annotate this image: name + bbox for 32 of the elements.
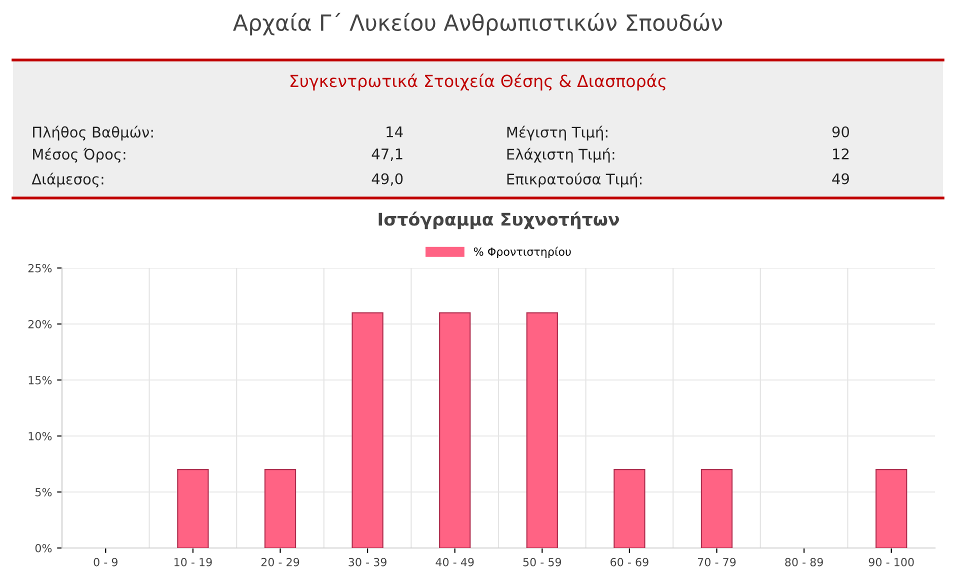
text: 47,1	[372, 148, 402, 161]
x-tick-label: 80 - 89	[785, 558, 823, 566]
y-tick-label: 15%	[28, 376, 52, 384]
text: 14	[386, 126, 403, 138]
x-tick-label: 10 - 19	[174, 558, 212, 566]
text: Μέγιστη Τιμή:	[507, 126, 608, 140]
text: Επικρατούσα Τιμή:	[507, 172, 642, 188]
y-tick-label: 0%	[35, 544, 52, 552]
text: Συγκεντρωτικά Στοιχεία Θέσης & Διασποράς	[290, 74, 666, 90]
y-tick-label: 10%	[28, 432, 52, 440]
text: Πλήθος Βαθμών:	[33, 126, 153, 141]
x-tick-label: 30 - 39	[348, 558, 386, 566]
x-tick-label: 50 - 59	[523, 558, 562, 566]
chart-title: Ιστόγραμμα Συχνοτήτων	[378, 212, 620, 230]
text: Μέσος Όρος:	[33, 148, 126, 163]
y-tick-label: 25%	[28, 264, 52, 272]
x-tick-label: 90 - 100	[868, 558, 914, 566]
x-tick-label: 0 - 9	[94, 558, 118, 566]
x-tick-label: 60 - 69	[610, 558, 648, 566]
text: 90	[832, 126, 850, 138]
text: Αρχαία Γ΄ Λυκείου Ανθρωπιστικών Σπουδών	[233, 12, 722, 36]
legend-label: % Φροντιστηρίου	[474, 246, 571, 258]
x-tick-label: 70 - 79	[698, 558, 736, 566]
text: Διάμεσος:	[32, 172, 104, 188]
text: 12	[833, 148, 849, 160]
text: 49,0	[372, 173, 403, 186]
y-tick-label: 20%	[28, 320, 52, 328]
text: Ελάχιστη Τιμή:	[507, 148, 614, 163]
y-tick-label: 5%	[36, 488, 52, 496]
x-tick-label: 20 - 29	[261, 558, 300, 566]
x-tick-label: 40 - 49	[436, 558, 474, 566]
text: 49	[832, 173, 849, 184]
